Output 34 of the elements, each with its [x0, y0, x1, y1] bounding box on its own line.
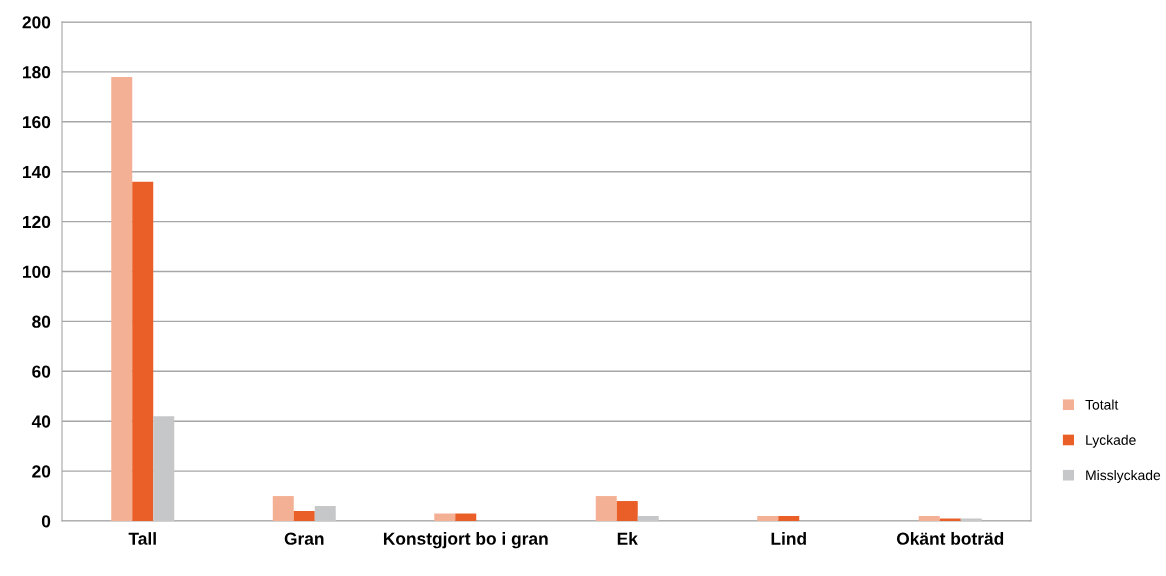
bar [595, 496, 617, 521]
bar [918, 516, 940, 521]
legend-label: Totalt [1085, 399, 1119, 410]
y-tick-label: 20 [32, 465, 51, 478]
y-tick-label: 100 [23, 265, 51, 278]
y-tick-label: 40 [31, 415, 51, 428]
y-tick-label: 0 [41, 515, 51, 528]
y-tick-label: 180 [23, 66, 51, 79]
bar [153, 416, 175, 521]
legend-label: Lyckade [1086, 434, 1136, 448]
y-tick-label: 80 [32, 315, 51, 328]
x-tick-label: Okänt boträd [896, 532, 1004, 545]
x-tick-label: Konstgjort bo i gran [383, 532, 548, 549]
bar [111, 76, 133, 521]
bar [757, 516, 779, 521]
y-tick-label: 160 [23, 115, 51, 129]
bar [616, 501, 638, 521]
x-tick-label: Lind [771, 532, 806, 545]
bar [314, 506, 336, 521]
x-tick-label: Tall [128, 532, 156, 545]
y-tick-label: 120 [23, 215, 51, 229]
bar [293, 511, 315, 521]
bar [434, 513, 456, 521]
legend-label: Misslyckade [1086, 469, 1161, 483]
bar [778, 516, 800, 521]
x-tick-label: Ek [617, 532, 638, 545]
x-tick-label: Gran [284, 532, 324, 545]
y-tick-label: 200 [22, 16, 51, 29]
y-tick-label: 60 [32, 365, 51, 378]
bar [132, 181, 154, 521]
y-tick-label: 140 [23, 165, 51, 179]
bar [455, 513, 477, 521]
bar [637, 516, 659, 521]
bar [272, 496, 294, 521]
